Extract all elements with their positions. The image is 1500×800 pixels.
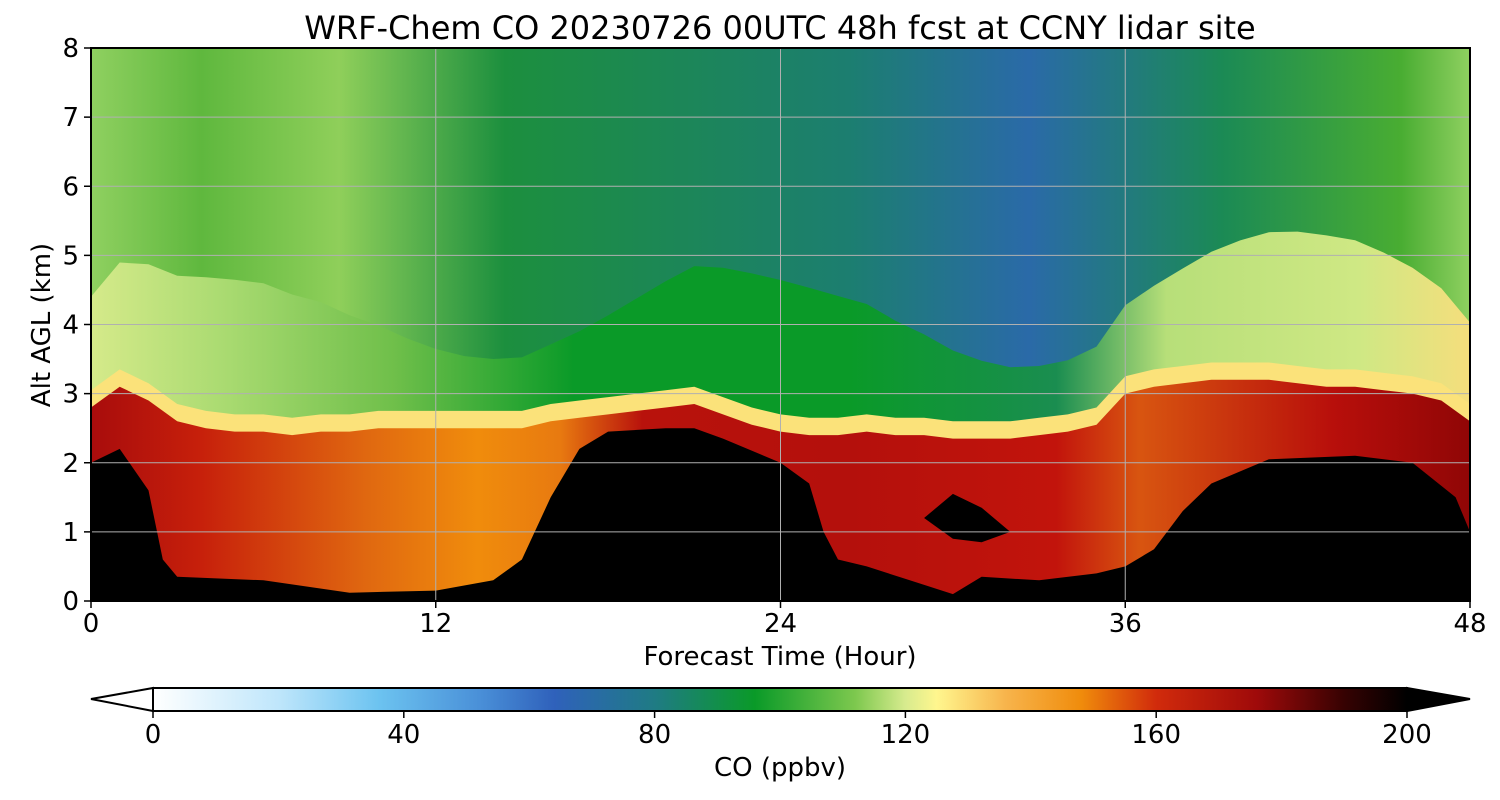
y-tick-label: 0 [62,587,79,617]
plot-area [90,47,1471,602]
y-tick-label: 8 [62,34,79,64]
colorbar: 0 40 80 120 160 200 CO (ppbv) [90,686,1471,783]
colorbar-tick-label: 120 [881,720,931,750]
x-axis: 0 12 24 36 48 [83,601,1487,639]
y-tick-label: 5 [62,241,79,271]
x-tick-label: 0 [83,609,100,639]
y-axis: 0 1 2 3 4 5 6 7 8 [62,34,91,617]
chart-title: WRF-Chem CO 20230726 00UTC 48h fcst at C… [304,9,1255,47]
colorbar-tick-label: 40 [387,720,420,750]
colorbar-label: CO (ppbv) [714,753,846,783]
y-axis-label: Alt AGL (km) [27,243,57,407]
colorbar-ticks: 0 40 80 120 160 200 [145,711,1432,750]
colorbar-tick-label: 80 [638,720,671,750]
contour-max-core [924,493,1011,543]
colorbar-extend-high-arrow [1406,686,1471,713]
colorbar-extend-low-arrow [90,686,154,713]
colorbar-tick-label: 0 [145,720,162,750]
x-tick-label: 24 [764,609,797,639]
y-tick-label: 7 [62,103,79,133]
y-tick-label: 1 [62,518,79,548]
x-tick-label: 36 [1109,609,1142,639]
x-axis-label: Forecast Time (Hour) [643,642,916,672]
y-tick-label: 2 [62,449,79,479]
y-tick-label: 4 [62,311,79,341]
colorbar-body [152,687,1408,712]
x-tick-label: 12 [419,609,452,639]
x-tick-label: 48 [1453,609,1486,639]
y-tick-label: 6 [62,172,79,202]
colorbar-tick-label: 160 [1131,720,1181,750]
colorbar-tick-label: 200 [1382,720,1432,750]
y-tick-label: 3 [62,380,79,410]
